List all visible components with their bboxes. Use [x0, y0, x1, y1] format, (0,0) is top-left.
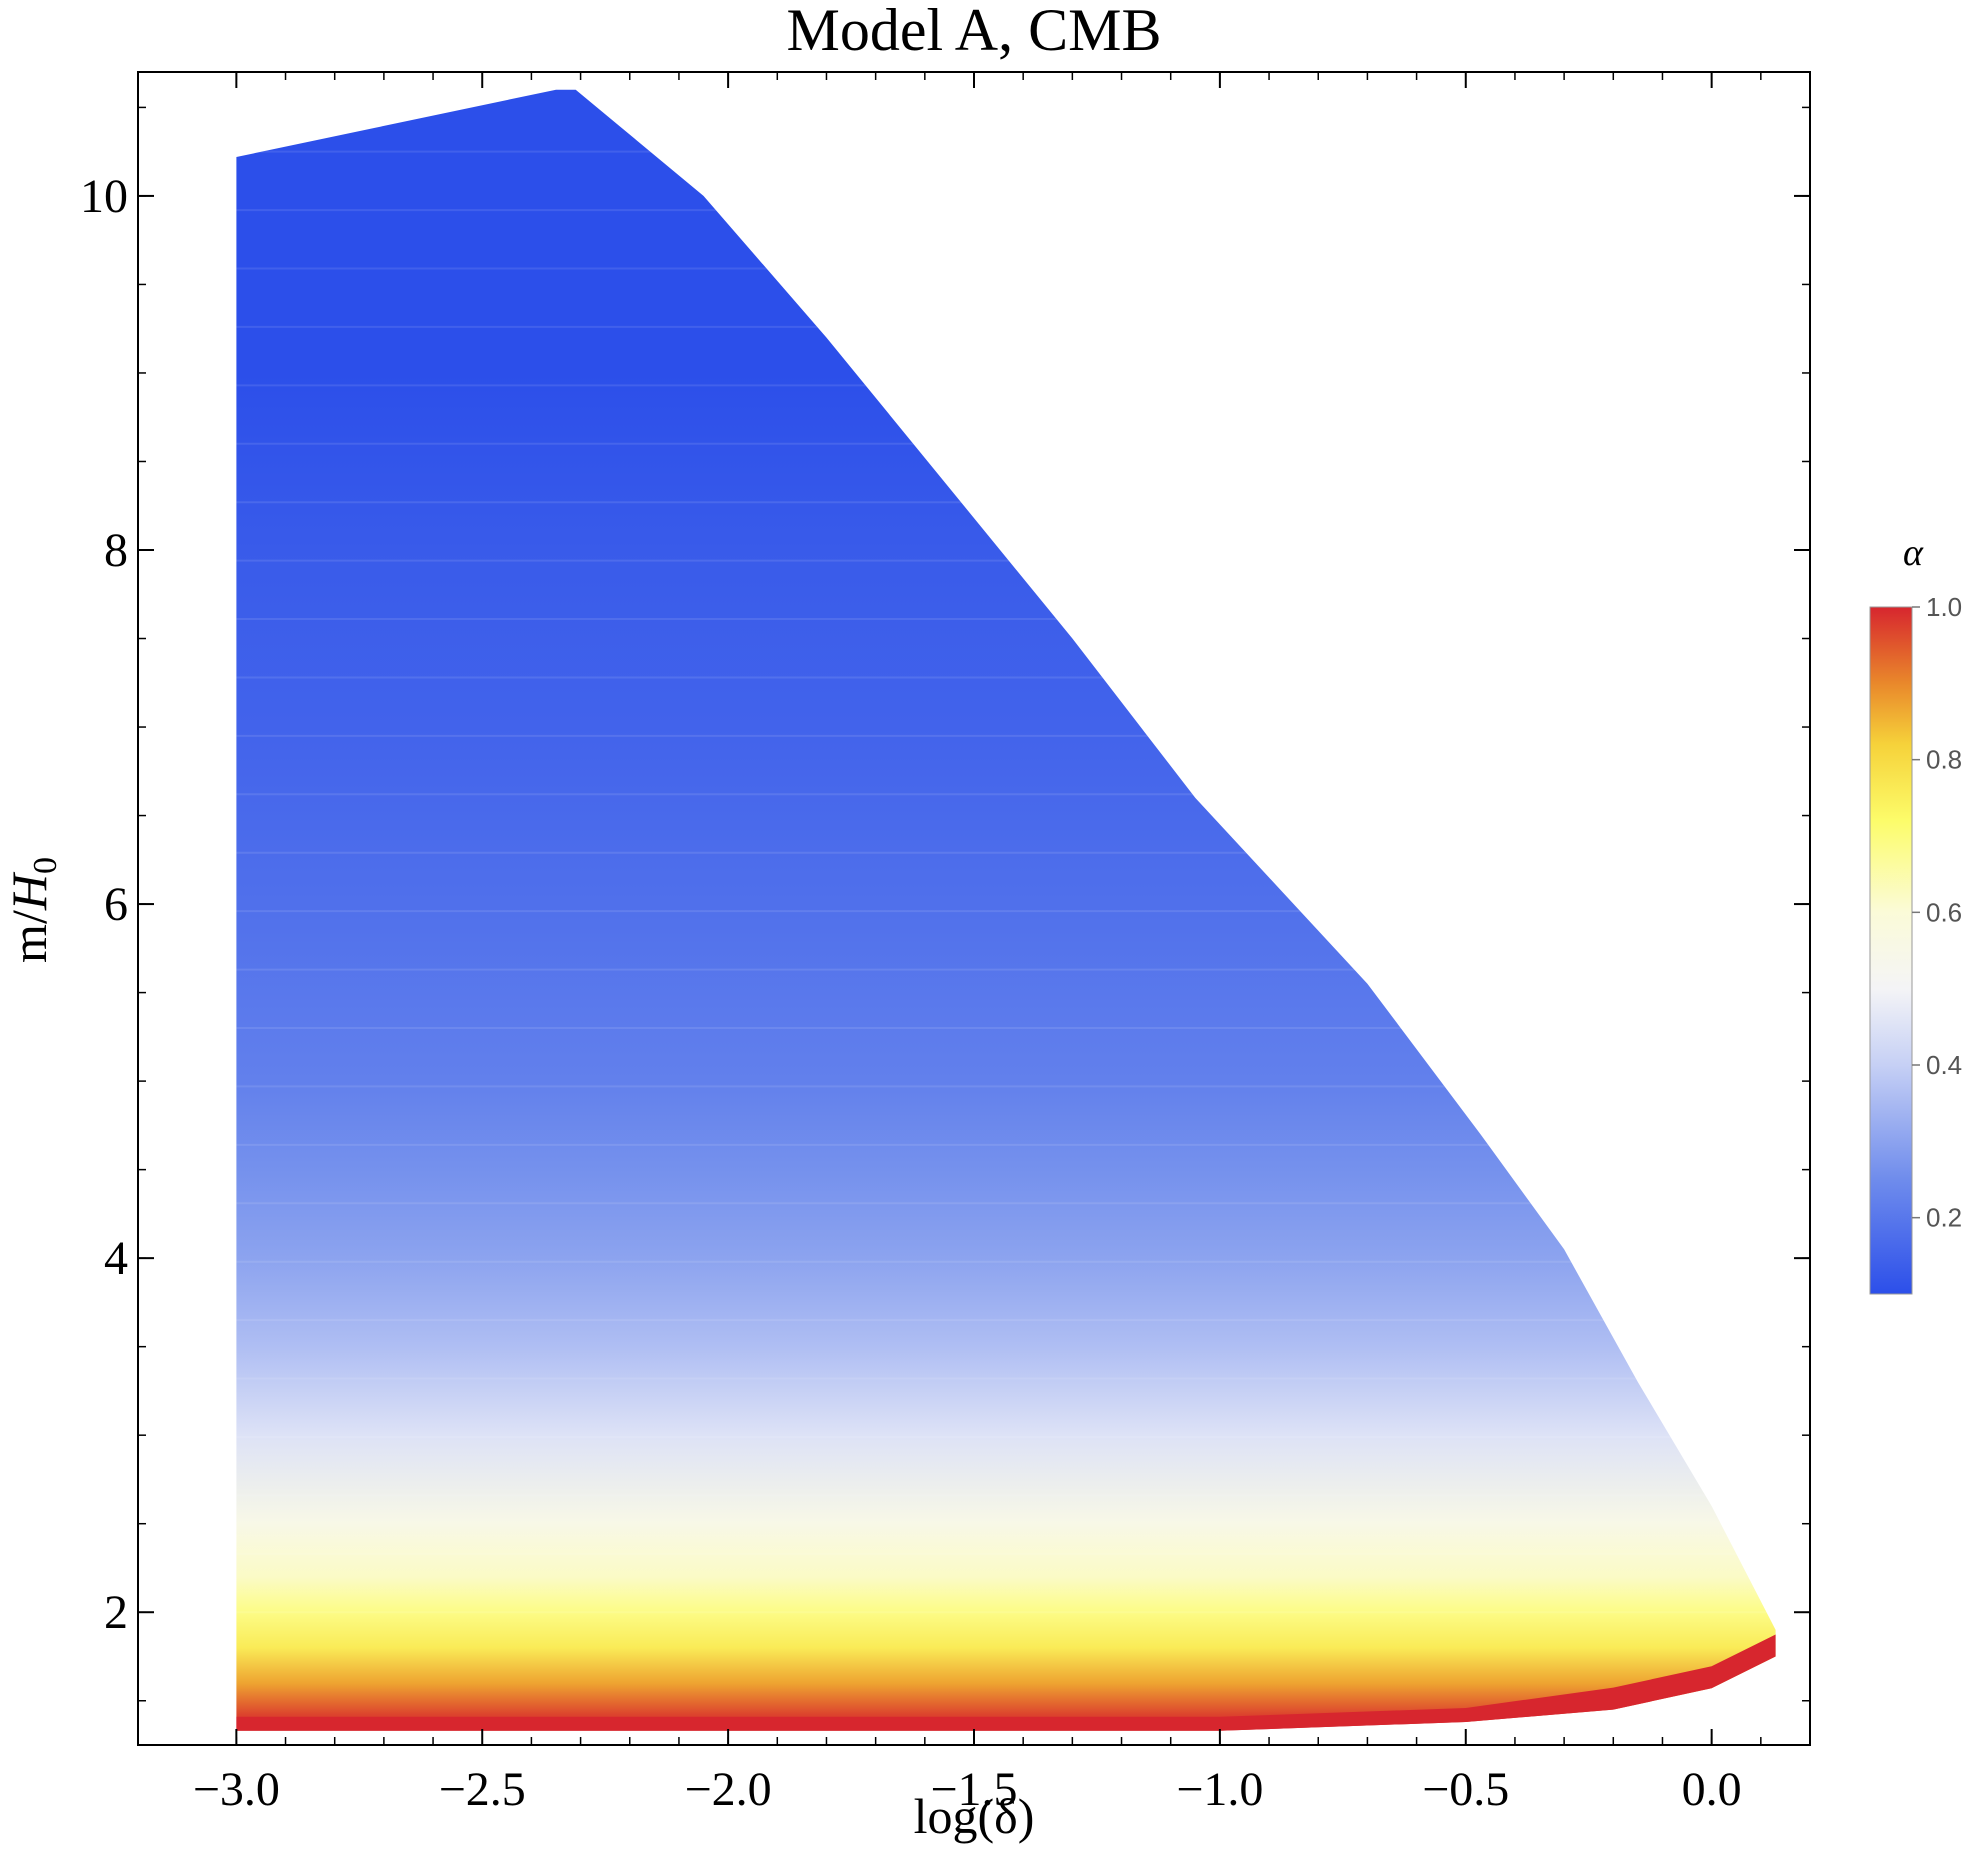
y-axis-ticks: 2 4 6 8 10 [80, 106, 1810, 1702]
colorbar-ticks: 0.2 0.4 0.6 0.8 1.0 [1912, 592, 1962, 1233]
x-tick-label: −2.5 [439, 1763, 526, 1816]
contour-region [236, 89, 1776, 1731]
y-axis-label: m/H0 [1, 857, 64, 963]
alpha-max-edge [236, 1634, 1776, 1731]
plot-area [236, 89, 1776, 1731]
colorbar-title: α [1903, 532, 1924, 574]
x-axis-label: log(δ) [914, 1788, 1035, 1844]
colorbar-tick-label: 1.0 [1926, 592, 1962, 622]
y-tick-label: 2 [104, 1586, 128, 1639]
x-tick-label: −2.0 [685, 1763, 772, 1816]
x-tick-label: −3.0 [193, 1763, 280, 1816]
chart-title: Model A, CMB [786, 0, 1161, 63]
colorbar [1869, 606, 1913, 1295]
x-tick-label: 0.0 [1682, 1763, 1742, 1816]
colorbar-legend: α 0.2 0.4 0.6 0.8 1.0 [1869, 532, 1962, 1295]
colorbar-tick-label: 0.8 [1926, 745, 1962, 775]
colorbar-tick-label: 0.4 [1926, 1050, 1962, 1080]
y-tick-label: 4 [104, 1232, 128, 1285]
y-tick-label: 8 [104, 524, 128, 577]
y-tick-label: 6 [104, 878, 128, 931]
x-tick-label: −1.0 [1176, 1763, 1263, 1816]
colorbar-tick-label: 0.6 [1926, 897, 1962, 927]
y-tick-label: 10 [80, 170, 128, 223]
colorbar-tick-label: 0.2 [1926, 1203, 1962, 1233]
x-axis-ticks: −3.0 −2.5 −2.0 −1.5 −1.0 −0.5 0.0 [193, 72, 1762, 1816]
x-tick-label: −1.5 [930, 1763, 1017, 1816]
x-tick-label: −0.5 [1422, 1763, 1509, 1816]
